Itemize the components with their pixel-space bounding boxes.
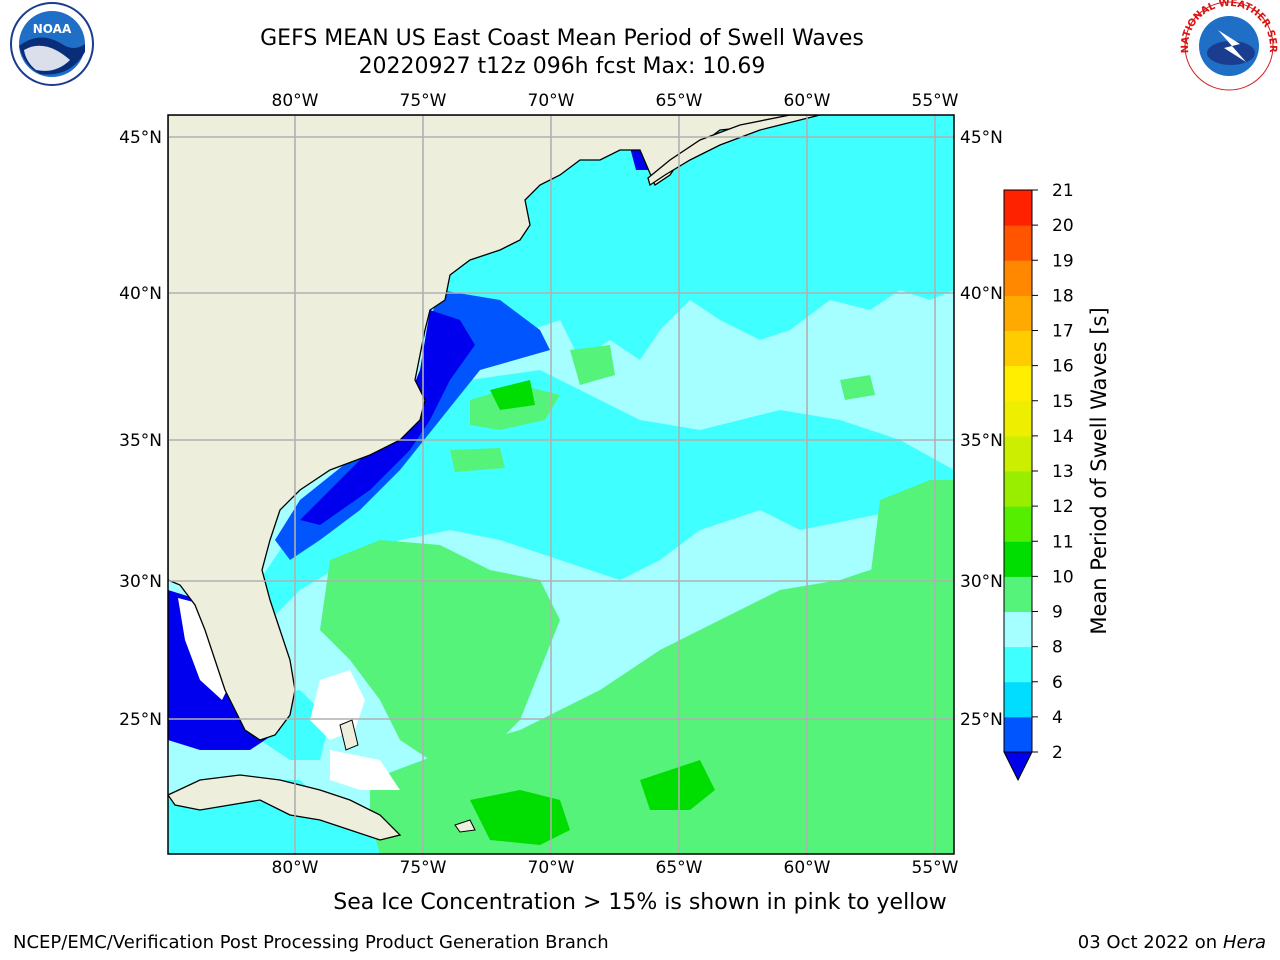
colorbar-tick-label: 19 <box>1052 251 1074 271</box>
svg-text:65°W: 65°W <box>656 91 703 111</box>
colorbar-tick-label: 13 <box>1052 462 1074 482</box>
swell-zone-under-2-coast <box>300 310 475 525</box>
footer-date-text: 03 Oct 2022 on <box>1077 932 1223 953</box>
lon-labels-bottom: 80°W 75°W 70°W 65°W 60°W 55°W <box>272 858 959 878</box>
no-data-florida-west <box>178 598 232 700</box>
swell-zone-9-10-east <box>870 480 954 620</box>
land-andros <box>339 719 359 751</box>
map-area <box>168 115 954 854</box>
swell-zone-9-10-patch <box>570 345 615 385</box>
svg-text:NOAA: NOAA <box>33 22 72 36</box>
footnote: Sea Ice Concentration > 15% is shown in … <box>333 890 947 915</box>
no-data-cuba-shelf <box>330 750 400 790</box>
map-gridlines <box>168 115 954 854</box>
colorbar-tick-label: 16 <box>1052 357 1074 377</box>
svg-text:80°W: 80°W <box>272 858 319 878</box>
svg-text:25°N: 25°N <box>960 710 1003 730</box>
colorbar-swatch <box>1004 541 1032 577</box>
colorbar-tick-label: 17 <box>1052 322 1074 342</box>
colorbar-swatch <box>1004 400 1032 437</box>
svg-text:30°N: 30°N <box>960 572 1003 592</box>
footer-host: Hera <box>1222 932 1266 953</box>
colorbar-swatch <box>1004 435 1032 472</box>
colorbar-swatch <box>1004 576 1032 612</box>
colorbar-title: Mean Period of Swell Waves [s] <box>1087 307 1111 634</box>
colorbar-tick-label: 2 <box>1052 743 1063 763</box>
map-frame <box>167 114 955 855</box>
swell-zone-10-11-b <box>640 760 715 810</box>
svg-text:60°W: 60°W <box>784 858 831 878</box>
land-cuba <box>168 774 402 841</box>
land-nova-scotia <box>647 115 821 187</box>
svg-text:55°W: 55°W <box>912 91 959 111</box>
svg-text:70°W: 70°W <box>528 91 575 111</box>
swell-zone-10-11-a <box>470 790 570 845</box>
colorbar-swatch <box>1004 190 1032 226</box>
colorbar-swatch <box>1004 330 1032 367</box>
colorbar-tick-label: 4 <box>1052 708 1063 728</box>
land-hispaniola <box>454 819 476 833</box>
colorbar-tick-label: 21 <box>1052 181 1074 201</box>
colorbar-tick-label: 6 <box>1052 673 1063 693</box>
lat-labels-left: 45°N 40°N 35°N 30°N 25°N <box>119 128 162 730</box>
svg-text:65°W: 65°W <box>656 858 703 878</box>
colorbar-swatch <box>1004 506 1032 542</box>
swell-zone-9-10-patch3 <box>840 375 875 400</box>
colorbar-swatch <box>1004 681 1032 718</box>
colorbar-tick-label: 10 <box>1052 567 1074 587</box>
swell-zone-9-10-southwest <box>320 540 560 760</box>
colorbar-tick-label: 12 <box>1052 497 1074 517</box>
colorbar: 2 4 6 8 9 10 11 12 13 14 15 16 17 18 19 20 21 <box>1003 181 1074 782</box>
title-line-2: 20220927 t12z 096h fcst Max: 10.69 <box>358 54 766 79</box>
lon-labels-top: 80°W 75°W 70°W 65°W 60°W 55°W <box>272 91 959 111</box>
svg-text:30°N: 30°N <box>119 572 162 592</box>
colorbar-swatch <box>1004 611 1032 648</box>
colorbar-tick-label: 15 <box>1052 392 1074 412</box>
svg-text:75°W: 75°W <box>400 858 447 878</box>
swell-zone-9-10-patch2 <box>450 448 505 472</box>
svg-text:25°N: 25°N <box>119 710 162 730</box>
svg-text:75°W: 75°W <box>400 91 447 111</box>
title-line-1: GEFS MEAN US East Coast Mean Period of S… <box>260 26 864 51</box>
colorbar-tick-label: 9 <box>1052 603 1063 623</box>
colorbar-swatch <box>1004 260 1032 296</box>
swell-zone-9-10-south <box>370 560 954 854</box>
svg-text:35°N: 35°N <box>960 431 1003 451</box>
svg-text:40°N: 40°N <box>960 284 1003 304</box>
noaa-logo: NOAA <box>10 2 94 86</box>
svg-text:80°W: 80°W <box>272 91 319 111</box>
lat-labels-right: 45°N 40°N 35°N 30°N 25°N <box>960 128 1003 730</box>
footer-credit: NCEP/EMC/Verification Post Processing Pr… <box>13 932 609 953</box>
colorbar-swatch <box>1004 365 1032 402</box>
svg-text:45°N: 45°N <box>119 128 162 148</box>
colorbar-tick-label: 20 <box>1052 216 1074 236</box>
colorbar-swatch <box>1004 471 1032 507</box>
svg-text:35°N: 35°N <box>119 431 162 451</box>
colorbar-swatch <box>1004 716 1032 753</box>
colorbar-tick-label: 11 <box>1052 532 1074 552</box>
svg-text:40°N: 40°N <box>119 284 162 304</box>
svg-text:55°W: 55°W <box>912 858 959 878</box>
swell-zone-6-8-coast <box>260 370 954 620</box>
colorbar-tick-label: 8 <box>1052 638 1063 658</box>
svg-text:60°W: 60°W <box>784 91 831 111</box>
land-north-america <box>168 115 791 741</box>
colorbar-tick-label: 14 <box>1052 427 1074 447</box>
colorbar-under-triangle <box>1003 751 1033 782</box>
svg-text:45°N: 45°N <box>960 128 1003 148</box>
colorbar-swatch <box>1004 646 1032 683</box>
footer-date: 03 Oct 2022 on Hera <box>1078 932 1266 953</box>
swell-zone-10-11-c <box>490 380 535 410</box>
colorbar-swatch <box>1004 295 1032 331</box>
swell-zone-6-8-north <box>430 115 954 360</box>
colorbar-tick-label: 18 <box>1052 286 1074 306</box>
colorbar-swatch <box>1004 225 1032 261</box>
svg-text:70°W: 70°W <box>528 858 575 878</box>
